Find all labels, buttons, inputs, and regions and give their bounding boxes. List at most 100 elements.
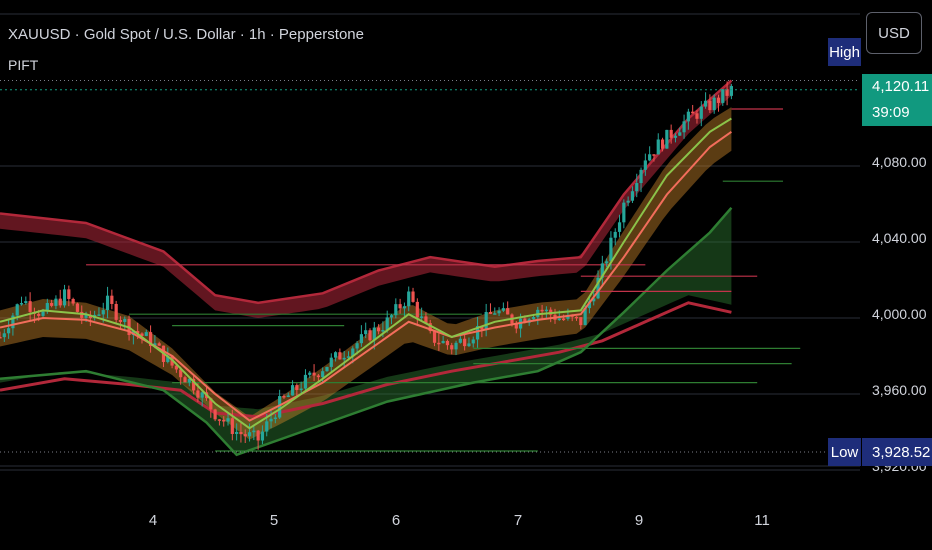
candle-body <box>71 298 75 304</box>
candle-body <box>84 314 88 318</box>
x-tick-label: 7 <box>513 512 523 529</box>
candle-body <box>19 303 24 305</box>
candle-body <box>364 330 368 335</box>
candle-body <box>213 409 217 420</box>
candle-body <box>587 301 592 309</box>
candle-body <box>239 432 243 435</box>
candle-body <box>695 113 699 119</box>
fast-line <box>0 117 732 430</box>
candle-body <box>506 308 510 315</box>
candle-body <box>114 303 118 320</box>
x-tick-label: 4 <box>148 512 158 529</box>
candle-body <box>501 308 505 311</box>
candle-body <box>196 390 200 398</box>
candle-body <box>286 395 290 398</box>
bar-countdown: 39:09 <box>872 104 910 121</box>
high-label: High <box>828 38 861 66</box>
candle-body <box>299 388 303 391</box>
candle-body <box>699 106 703 119</box>
candle-body <box>0 337 2 339</box>
candle-body <box>166 355 170 362</box>
y-tick-label: 4,000.00 <box>872 306 927 322</box>
y-tick-label: 4,040.00 <box>872 230 927 246</box>
candle-body <box>432 331 437 343</box>
candle-body <box>256 430 260 441</box>
candle-body <box>295 385 299 390</box>
candle-body <box>97 314 101 316</box>
candle-body <box>471 339 475 344</box>
candle-body <box>15 304 19 316</box>
candle-body <box>11 315 15 329</box>
candle-body <box>346 356 351 358</box>
candle-body <box>592 298 596 302</box>
candle-body <box>351 348 355 357</box>
candle-body <box>377 327 381 332</box>
candle-body <box>721 89 725 103</box>
candle-body <box>480 326 484 330</box>
candle-body <box>579 317 583 326</box>
candle-body <box>265 421 269 432</box>
candle-body <box>269 418 273 422</box>
candle-body <box>673 135 678 138</box>
candle-body <box>118 319 123 322</box>
candle-body <box>450 345 454 350</box>
candle-body <box>75 303 80 312</box>
candle-body <box>441 340 445 344</box>
candle-body <box>342 357 346 360</box>
x-tick-label: 5 <box>269 512 279 529</box>
candle-body <box>192 378 196 391</box>
candle-body <box>445 340 450 346</box>
x-tick-label: 6 <box>391 512 401 529</box>
candle-body <box>247 432 252 437</box>
x-tick-label: 11 <box>754 512 770 529</box>
slow-line <box>0 130 732 422</box>
candle-body <box>157 343 161 346</box>
candle-body <box>209 398 213 410</box>
candle-body <box>617 222 622 232</box>
candle-body <box>303 374 308 389</box>
upper-band-line <box>0 79 733 305</box>
candle-body <box>144 332 148 336</box>
candle-body <box>28 301 32 312</box>
candle-body <box>329 357 333 367</box>
candle-body <box>643 160 647 170</box>
candle-body <box>372 327 376 341</box>
y-tick-label: 3,960.00 <box>872 382 927 398</box>
candle-body <box>174 365 178 370</box>
candle-body <box>497 310 501 314</box>
candle-body <box>290 385 295 396</box>
candle-body <box>639 169 643 184</box>
candle-body <box>622 202 626 223</box>
candle-body <box>583 308 587 326</box>
candle-body <box>398 304 402 309</box>
candle-body <box>312 372 316 376</box>
candle-body <box>58 298 62 306</box>
candle-body <box>708 100 712 111</box>
last-price-value: 4,120.11 <box>872 78 930 95</box>
candle-body <box>282 396 286 398</box>
candle-body <box>402 306 407 309</box>
candle-body <box>153 343 157 347</box>
candle-body <box>407 291 411 307</box>
candle-body <box>54 298 58 306</box>
candle-body <box>50 303 54 306</box>
candle-body <box>665 129 669 149</box>
currency-button[interactable]: USD <box>866 12 922 54</box>
candle-body <box>411 291 415 302</box>
candle-body <box>359 334 363 344</box>
indicator-label[interactable]: PIFT <box>8 57 39 73</box>
x-tick-label: 9 <box>634 512 644 529</box>
y-tick-label: 4,080.00 <box>872 154 927 170</box>
candle-body <box>67 289 71 299</box>
candle-body <box>316 375 320 378</box>
candle-body <box>110 295 114 304</box>
candle-body <box>635 183 639 192</box>
candle-body <box>355 343 359 349</box>
candle-body <box>562 318 566 321</box>
candle-body <box>484 311 488 330</box>
candle-body <box>454 342 458 350</box>
candle-body <box>557 318 561 321</box>
candle-body <box>630 191 635 201</box>
candle-body <box>230 418 234 434</box>
